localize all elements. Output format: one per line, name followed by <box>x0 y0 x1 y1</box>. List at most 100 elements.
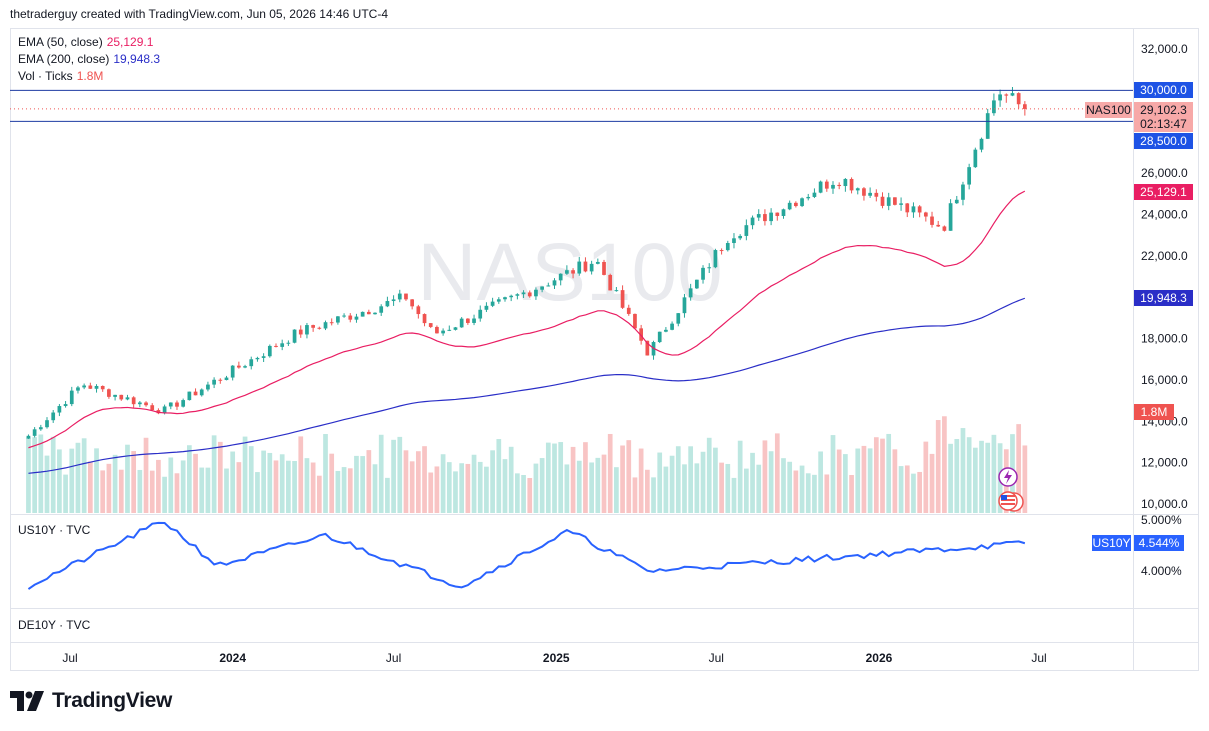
candle-body <box>298 329 303 335</box>
volume-bar <box>32 437 37 513</box>
candle <box>274 343 278 348</box>
candle-body <box>150 405 155 411</box>
candle <box>267 344 272 358</box>
candle-body <box>175 402 179 407</box>
candle-body <box>558 273 563 281</box>
price-tick-label: 24,000.0 <box>1141 207 1188 221</box>
candle-body <box>26 435 31 439</box>
candle <box>948 199 953 231</box>
candle <box>336 316 340 325</box>
volume-bar <box>960 428 966 513</box>
candle-body <box>837 184 842 187</box>
volume-bar <box>385 477 390 513</box>
candle <box>967 163 972 190</box>
candle-body <box>249 359 254 367</box>
volume-bar <box>508 446 514 513</box>
candle-body <box>465 318 470 323</box>
chart-frame <box>10 28 1199 671</box>
candle-body <box>645 340 650 356</box>
volume-bar <box>595 457 601 513</box>
candle-body <box>181 400 186 407</box>
candle <box>366 309 371 315</box>
candle <box>868 187 872 198</box>
candle <box>496 297 501 304</box>
candle-body <box>329 322 334 324</box>
candle-body <box>998 94 1002 101</box>
candle-body <box>137 402 142 405</box>
volume-bar <box>248 446 254 513</box>
candle-body <box>354 316 359 320</box>
candle-body <box>187 391 192 401</box>
candle-body <box>1004 94 1009 96</box>
candle <box>416 304 421 319</box>
volume-bar <box>638 448 644 513</box>
candle-body <box>490 301 495 306</box>
candle-body <box>676 313 681 324</box>
candle <box>187 391 192 401</box>
volume-bar <box>279 454 285 513</box>
legend-volume[interactable]: Vol · Ticks 1.8M <box>18 69 103 83</box>
candle <box>38 424 43 431</box>
candle-body <box>973 149 978 168</box>
candle-body <box>527 292 532 297</box>
candle-body <box>713 250 718 268</box>
price-tick-label: 22,000.0 <box>1141 249 1188 263</box>
candle <box>571 268 575 279</box>
candle <box>69 386 74 407</box>
volume-bar <box>224 468 229 513</box>
candle <box>515 293 520 300</box>
volume-bar <box>187 445 192 513</box>
tag-hline-30000-text: 30,000.0 <box>1140 83 1187 97</box>
candle-body <box>38 427 43 430</box>
volume-bar <box>341 467 347 513</box>
candle-body <box>614 290 619 292</box>
candle-body <box>193 391 198 396</box>
tag-volume: 1.8M <box>1134 404 1174 420</box>
tradingview-logo[interactable]: TradingView <box>10 688 172 714</box>
tag-ema200: 19,948.3 <box>1134 290 1193 306</box>
candle-body <box>323 322 328 329</box>
volume-bar <box>286 460 291 513</box>
candle <box>249 356 254 370</box>
volume-bar <box>954 439 960 513</box>
tag-hline-28500[interactable]: 28,500.0 <box>1134 133 1193 149</box>
legend-ema200[interactable]: EMA (200, close) 19,948.3 <box>18 52 160 66</box>
volume-bar <box>149 470 155 513</box>
candle-body <box>441 330 445 334</box>
legend-ema50[interactable]: EMA (50, close) 25,129.1 <box>18 35 153 49</box>
volume-bar <box>69 448 75 513</box>
candle <box>961 181 965 206</box>
candle-body <box>397 293 402 300</box>
candle-body <box>305 325 309 335</box>
volume-bar <box>527 477 533 513</box>
volume-bar <box>143 437 149 513</box>
volume-bar <box>378 434 384 513</box>
candle-body <box>435 326 439 334</box>
tag-last-price: NAS100 29,102.3 02:13:47 <box>1085 102 1193 132</box>
candle-body <box>385 301 390 307</box>
volume-bar <box>614 467 619 513</box>
volume-bar <box>669 455 675 513</box>
volume-bar <box>87 461 93 513</box>
candle-body <box>750 217 755 226</box>
candle <box>899 197 903 211</box>
volume-bar <box>719 462 724 513</box>
candle <box>837 182 842 190</box>
tag-hline-30000[interactable]: 30,000.0 <box>1134 82 1193 98</box>
candle <box>32 427 37 438</box>
candle-body <box>682 297 687 314</box>
volume-bar <box>1016 424 1022 513</box>
candle-body <box>144 402 148 406</box>
volume-bar <box>94 448 99 513</box>
candle-body <box>503 297 507 300</box>
earnings-event-icon[interactable] <box>998 467 1018 487</box>
de10y-pane-title: DE10Y · TVC <box>18 618 91 632</box>
candle-body <box>806 196 811 199</box>
volume-bar <box>583 442 588 513</box>
volume-bars <box>26 416 1028 513</box>
candle <box>701 265 705 284</box>
candle <box>905 203 910 218</box>
volume-bar <box>397 436 403 513</box>
us-flag-event-icon[interactable] <box>998 491 1024 512</box>
